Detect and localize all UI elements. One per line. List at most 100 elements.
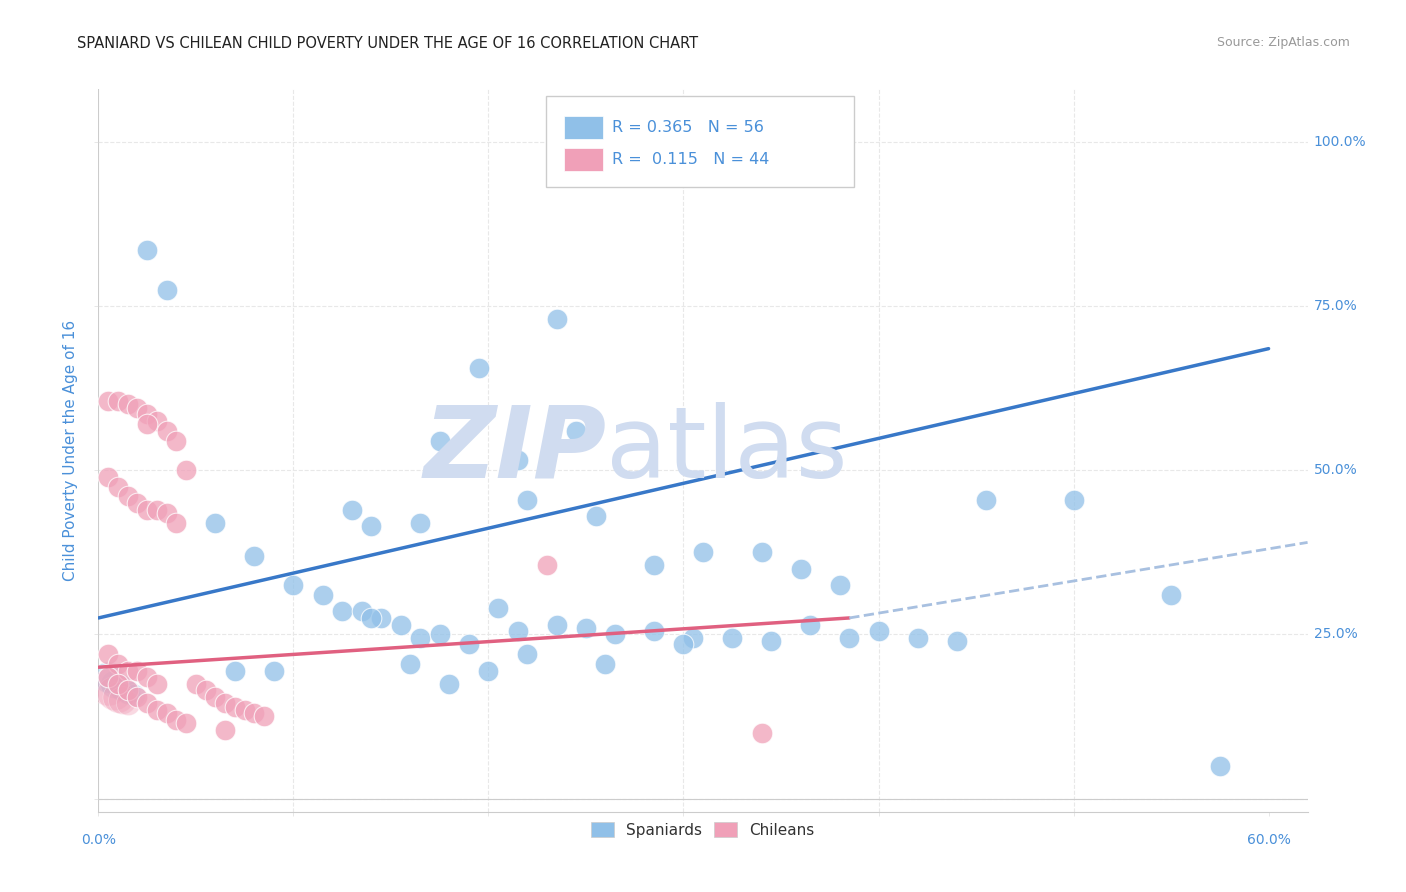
Point bbox=[136, 670, 159, 684]
Point bbox=[117, 685, 139, 699]
Point bbox=[146, 414, 169, 428]
Point bbox=[692, 545, 714, 559]
Point bbox=[605, 627, 627, 641]
Point bbox=[165, 516, 187, 530]
Point bbox=[458, 637, 481, 651]
Point bbox=[838, 631, 860, 645]
Point bbox=[156, 424, 179, 438]
Text: ZIP: ZIP bbox=[423, 402, 606, 499]
Point bbox=[136, 697, 159, 711]
Point bbox=[156, 506, 179, 520]
Point bbox=[146, 703, 169, 717]
Point bbox=[643, 624, 665, 639]
Point bbox=[204, 690, 226, 704]
Point bbox=[253, 709, 276, 723]
Point bbox=[340, 502, 363, 516]
Point bbox=[974, 492, 997, 507]
Text: 25.0%: 25.0% bbox=[1313, 627, 1357, 641]
Point bbox=[506, 453, 529, 467]
Text: Source: ZipAtlas.com: Source: ZipAtlas.com bbox=[1216, 36, 1350, 49]
Point bbox=[360, 519, 382, 533]
Point bbox=[546, 312, 568, 326]
Point bbox=[97, 670, 120, 684]
Point bbox=[156, 283, 179, 297]
FancyBboxPatch shape bbox=[564, 148, 603, 171]
Text: R = 0.365   N = 56: R = 0.365 N = 56 bbox=[613, 120, 765, 135]
Point bbox=[263, 664, 285, 678]
Point bbox=[174, 716, 197, 731]
Point bbox=[330, 604, 353, 618]
Point bbox=[477, 664, 499, 678]
Point bbox=[389, 617, 412, 632]
Point bbox=[174, 463, 197, 477]
FancyBboxPatch shape bbox=[564, 116, 603, 139]
Point bbox=[107, 676, 129, 690]
Point bbox=[399, 657, 422, 671]
Point bbox=[165, 713, 187, 727]
Point bbox=[117, 683, 139, 698]
Point bbox=[585, 509, 607, 524]
Point bbox=[107, 657, 129, 671]
Point bbox=[97, 680, 120, 694]
Point bbox=[224, 664, 246, 678]
Point bbox=[127, 496, 149, 510]
Point bbox=[595, 657, 617, 671]
Point bbox=[721, 631, 744, 645]
Point bbox=[761, 634, 783, 648]
Point bbox=[907, 631, 929, 645]
Text: atlas: atlas bbox=[606, 402, 848, 499]
Point bbox=[546, 617, 568, 632]
Point bbox=[350, 604, 373, 618]
Point bbox=[429, 627, 451, 641]
FancyBboxPatch shape bbox=[546, 96, 855, 186]
Point bbox=[945, 634, 967, 648]
Point bbox=[103, 686, 125, 700]
Point bbox=[97, 647, 120, 661]
Point bbox=[799, 617, 821, 632]
Point bbox=[107, 690, 129, 704]
Point bbox=[789, 562, 811, 576]
Point bbox=[565, 424, 588, 438]
Point bbox=[214, 723, 236, 737]
Point bbox=[103, 676, 125, 690]
Point bbox=[214, 697, 236, 711]
Point bbox=[117, 397, 139, 411]
Point bbox=[117, 697, 139, 711]
Point bbox=[107, 394, 129, 409]
Point bbox=[136, 502, 159, 516]
Point bbox=[643, 558, 665, 573]
Text: 50.0%: 50.0% bbox=[1313, 463, 1357, 477]
Point bbox=[111, 681, 134, 696]
Point bbox=[467, 361, 489, 376]
Point bbox=[1160, 588, 1182, 602]
Point bbox=[751, 545, 773, 559]
Point bbox=[1209, 758, 1232, 772]
Point bbox=[312, 588, 335, 602]
Point bbox=[516, 647, 538, 661]
Text: 60.0%: 60.0% bbox=[1247, 833, 1291, 847]
Text: 0.0%: 0.0% bbox=[82, 833, 115, 847]
Point bbox=[127, 690, 149, 704]
Point bbox=[506, 624, 529, 639]
Text: 100.0%: 100.0% bbox=[1313, 135, 1367, 149]
Point bbox=[111, 693, 134, 707]
Point bbox=[486, 601, 509, 615]
Point bbox=[224, 699, 246, 714]
Point bbox=[194, 683, 217, 698]
Text: R =  0.115   N = 44: R = 0.115 N = 44 bbox=[613, 152, 769, 167]
Point bbox=[283, 578, 305, 592]
Point bbox=[751, 726, 773, 740]
Point bbox=[117, 664, 139, 678]
Point bbox=[868, 624, 890, 639]
Point bbox=[146, 502, 169, 516]
Point bbox=[536, 558, 558, 573]
Point bbox=[828, 578, 851, 592]
Point bbox=[156, 706, 179, 721]
Point bbox=[127, 401, 149, 415]
Text: 75.0%: 75.0% bbox=[1313, 299, 1357, 313]
Point bbox=[165, 434, 187, 448]
Point bbox=[439, 676, 461, 690]
Point bbox=[243, 549, 266, 563]
Point bbox=[97, 469, 120, 483]
Point bbox=[136, 417, 159, 432]
